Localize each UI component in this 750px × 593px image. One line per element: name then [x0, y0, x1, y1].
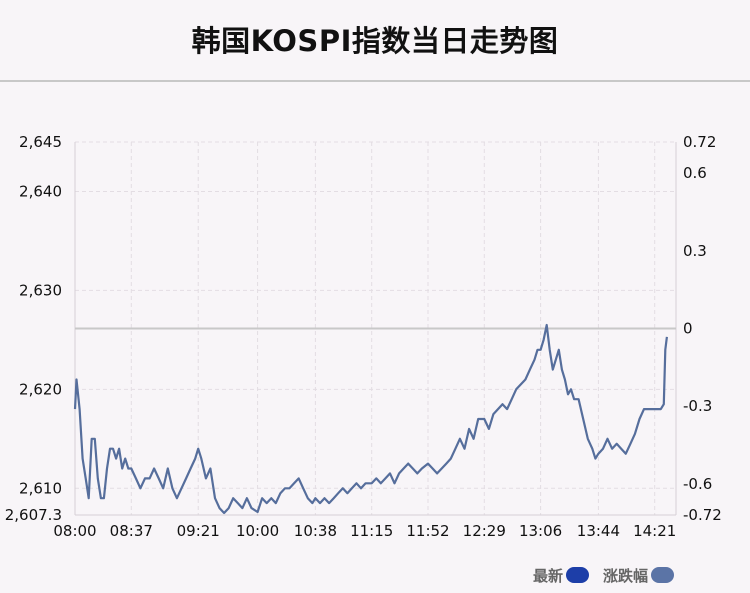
- x-tick-label: 11:52: [406, 522, 449, 540]
- legend-label-change: 涨跌幅: [603, 566, 649, 585]
- y-left-tick-label: 2,607.3: [5, 506, 62, 524]
- x-tick-label: 11:15: [350, 522, 393, 540]
- x-tick-label: 10:38: [294, 522, 337, 540]
- y-right-tick-label: 0.72: [683, 133, 716, 151]
- legend-swatch-latest: [566, 567, 590, 583]
- x-tick-label: 08:37: [110, 522, 153, 540]
- title-divider: [0, 80, 750, 82]
- y-right-tick-label: 0.6: [683, 164, 707, 182]
- y-right-tick-label: 0.3: [683, 242, 707, 260]
- legend-item-change[interactable]: 涨跌幅: [603, 565, 675, 586]
- legend-swatch-change: [651, 567, 675, 583]
- x-tick-label: 13:44: [577, 522, 620, 540]
- y-left-tick-label: 2,620: [19, 380, 62, 398]
- y-right-tick-label: -0.72: [683, 506, 722, 524]
- series-line-latest: [73, 323, 668, 515]
- y-left-tick-label: 2,630: [19, 281, 62, 299]
- x-tick-label: 14:21: [633, 522, 676, 540]
- chart-title: 韩国KOSPI指数当日走势图: [191, 24, 559, 58]
- x-tick-label: 12:29: [463, 522, 506, 540]
- y-right-tick-label: 0: [683, 320, 693, 338]
- legend-item-latest[interactable]: 最新: [533, 565, 590, 586]
- x-tick-label: 13:06: [519, 522, 562, 540]
- y-left-tick-label: 2,610: [19, 479, 62, 497]
- chart-legend: 最新 涨跌幅: [533, 564, 688, 586]
- x-tick-label: 09:21: [177, 522, 220, 540]
- x-tick-label: 08:00: [53, 522, 96, 540]
- y-left-tick-label: 2,640: [19, 182, 62, 200]
- y-right-tick-label: -0.6: [683, 475, 712, 493]
- legend-label-latest: 最新: [533, 566, 564, 585]
- y-left-tick-label: 2,645: [19, 133, 62, 151]
- y-right-tick-label: -0.3: [683, 397, 712, 415]
- x-tick-label: 10:00: [236, 522, 279, 540]
